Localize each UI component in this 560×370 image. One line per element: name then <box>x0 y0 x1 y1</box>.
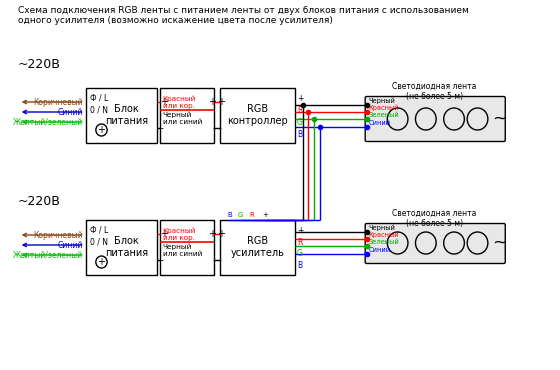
Text: +: + <box>297 94 304 102</box>
Text: +: + <box>217 97 225 107</box>
Text: Синий: Синий <box>368 247 391 253</box>
Text: B: B <box>297 130 302 138</box>
Text: RGB
контроллер: RGB контроллер <box>227 104 288 126</box>
Text: +: + <box>160 229 168 239</box>
Text: -: - <box>160 255 164 265</box>
Text: Красный
или кор.: Красный или кор. <box>162 95 196 108</box>
Text: ~220В: ~220В <box>18 195 60 208</box>
Text: +: + <box>217 229 225 239</box>
Text: -: - <box>212 255 216 265</box>
Text: 0 / N: 0 / N <box>90 238 108 246</box>
Text: одного усилителя (возможно искажение цвета после усилителя): одного усилителя (возможно искажение цве… <box>18 16 333 25</box>
Text: Ф / L: Ф / L <box>90 94 109 102</box>
Text: Черный
или синий: Черный или синий <box>162 111 202 124</box>
Text: +: + <box>262 212 268 218</box>
Text: Желтый/зеленый: Желтый/зеленый <box>12 250 83 259</box>
Text: R: R <box>297 105 302 114</box>
Text: Блок
питания: Блок питания <box>105 236 148 258</box>
FancyBboxPatch shape <box>365 97 505 141</box>
Text: +: + <box>208 229 216 239</box>
Text: ~220В: ~220В <box>18 58 60 71</box>
Text: -: - <box>160 123 164 133</box>
Text: Черный: Черный <box>368 98 395 104</box>
Text: Зеленый: Зеленый <box>368 239 399 245</box>
Text: +: + <box>160 97 168 107</box>
Text: 0 / N: 0 / N <box>90 105 108 114</box>
Text: G: G <box>297 118 303 127</box>
Text: Коричневый: Коричневый <box>33 98 83 107</box>
Bar <box>86 220 157 275</box>
Text: Зеленый: Зеленый <box>368 112 399 118</box>
FancyBboxPatch shape <box>365 223 505 263</box>
Bar <box>160 88 214 143</box>
Text: Черный
или синий: Черный или синий <box>162 243 202 256</box>
Text: Коричневый: Коричневый <box>33 231 83 239</box>
Text: Синий: Синий <box>368 120 391 126</box>
Text: ~: ~ <box>493 110 507 128</box>
Text: R: R <box>297 238 302 246</box>
Text: +: + <box>97 125 105 135</box>
Text: Желтый/зеленый: Желтый/зеленый <box>12 118 83 127</box>
Text: Черный: Черный <box>368 225 395 231</box>
Text: -: - <box>217 123 221 133</box>
Text: R: R <box>250 212 254 218</box>
Text: +: + <box>97 257 105 267</box>
Bar <box>86 88 157 143</box>
Text: -: - <box>212 123 216 133</box>
Text: B: B <box>227 212 232 218</box>
Text: Синий: Синий <box>57 240 83 249</box>
Text: Схема подключения RGB ленты с питанием ленты от двух блоков питания с использова: Схема подключения RGB ленты с питанием л… <box>18 6 469 15</box>
Text: G: G <box>297 249 303 259</box>
Text: G: G <box>238 212 243 218</box>
Text: Красный: Красный <box>368 104 399 111</box>
Text: RGB
усилитель: RGB усилитель <box>231 236 284 258</box>
Bar <box>220 88 295 143</box>
Text: B: B <box>297 262 302 270</box>
Text: Синий: Синий <box>57 108 83 117</box>
Text: Красный: Красный <box>368 232 399 238</box>
Text: ~: ~ <box>493 234 507 252</box>
Text: Светодиодная лента
(не более 5 м): Светодиодная лента (не более 5 м) <box>392 209 477 228</box>
Text: Ф / L: Ф / L <box>90 225 109 235</box>
Text: Светодиодная лента
(не более 5 м): Светодиодная лента (не более 5 м) <box>392 82 477 101</box>
Bar <box>160 220 214 275</box>
Text: Блок
питания: Блок питания <box>105 104 148 126</box>
Text: +: + <box>297 225 304 235</box>
Text: +: + <box>208 97 216 107</box>
Text: Красный
или кор.: Красный или кор. <box>162 227 196 241</box>
Text: -: - <box>217 255 221 265</box>
Bar <box>220 220 295 275</box>
